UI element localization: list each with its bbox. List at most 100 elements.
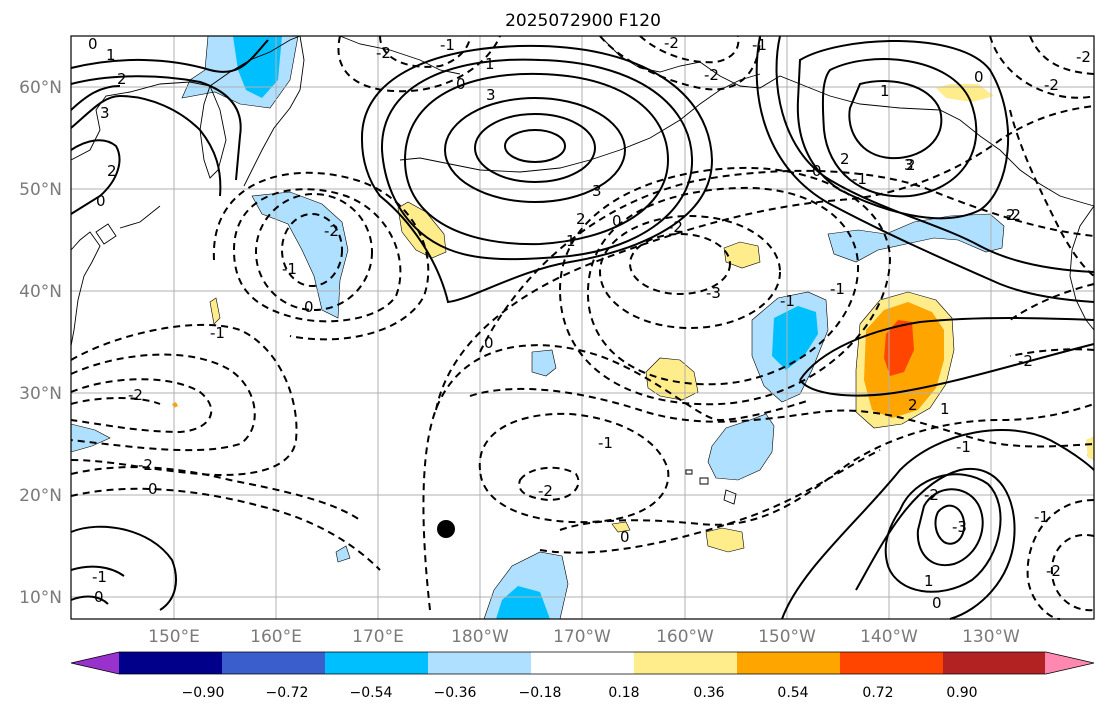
contour-line [989, 35, 1095, 99]
contour-line [884, 473, 1002, 593]
contour-line [70, 85, 121, 215]
colorbar-tick-label: −0.18 [519, 685, 562, 701]
contour-label: -1 [598, 434, 613, 452]
contour-label: 2 [906, 156, 916, 174]
contour-label: -2 [1018, 352, 1033, 370]
contour-label: 0 [94, 588, 104, 606]
contour-line [435, 105, 1095, 411]
colorbar-tick-label: 0.54 [777, 685, 808, 701]
contour-label: -2 [704, 66, 719, 84]
contour-label: -3 [952, 518, 967, 536]
shade-yellow-patch [705, 527, 745, 553]
contour-label: 0 [612, 212, 622, 230]
lon-tick-label: 170°E [352, 627, 404, 647]
contour-label: -2 [138, 456, 153, 474]
contour-line [479, 169, 1095, 353]
contour-label: -1 [780, 292, 795, 310]
contour-line [629, 233, 731, 295]
lat-tick-label: 60°N [19, 78, 62, 98]
shade-blue-patch [251, 191, 349, 319]
contour-line [639, 35, 740, 64]
lat-tick-label: 20°N [19, 486, 62, 506]
shade-yellow-patch [1086, 436, 1094, 460]
contour-label: -2 [324, 222, 339, 240]
lat-axis: 60°N 50°N 40°N 30°N 20°N 10°N [19, 78, 62, 608]
contour-label: 0 [484, 334, 494, 352]
contour-label: 1 [106, 46, 116, 64]
colorbar-tick-label: −0.36 [434, 685, 477, 701]
contour-label: 3 [592, 182, 602, 200]
contour-line [444, 97, 626, 203]
coastline-kurils-japan [70, 205, 161, 347]
lat-tick-label: 10°N [19, 588, 62, 608]
colorbar-tick-label: −0.54 [350, 685, 393, 701]
contour-label: -3 [706, 284, 721, 302]
contour-labels: 0 1 2 3 2 0 1 0 -1 -2 3 0 1 2 3 0 -2 -2 … [88, 34, 1091, 612]
contour-line [70, 323, 298, 476]
coastline-aleutians [399, 73, 761, 173]
contour-label: -2 [128, 386, 143, 404]
lon-tick-label: 150°E [148, 627, 200, 647]
contour-line [403, 72, 670, 246]
contour-line [255, 193, 373, 311]
contour-label: 0 [96, 192, 106, 210]
contour-label: -1 [92, 568, 107, 586]
contour-label: 3 [486, 86, 496, 104]
colorbar-segment [943, 652, 1047, 674]
contour-label: 0 [88, 35, 98, 53]
contour-line [70, 75, 242, 181]
contour-label: -2 [664, 34, 679, 52]
shade-blue-patch [335, 545, 351, 563]
contour-label: -2 [376, 44, 391, 62]
contour-line [504, 129, 566, 163]
contour-line [1026, 499, 1095, 620]
colorbar-tick-label: −0.72 [266, 685, 309, 701]
coastline-north-asia [243, 35, 305, 187]
contour-label: 3 [904, 156, 914, 174]
contour-line [379, 35, 471, 68]
contour-line [70, 378, 213, 434]
colorbar-outline [70, 651, 1095, 675]
contour-label: 0 [812, 162, 822, 180]
shade-yellow-patch [397, 201, 447, 259]
shade-blue-patch [531, 349, 557, 377]
map-frame [70, 35, 1095, 620]
contour-label: 0 [456, 75, 466, 93]
contour-label: 3 [100, 104, 110, 122]
contour-line [70, 94, 222, 197]
colorbar-segment [222, 652, 326, 674]
contour-label: -1 [752, 36, 767, 54]
colorbar [70, 651, 1095, 675]
contour-label: 1 [880, 82, 890, 100]
contour-line [558, 166, 892, 406]
contour-line [70, 39, 269, 73]
contour-label: 2 [107, 162, 117, 180]
colorbar-segment [428, 652, 532, 674]
contour-label: 0 [148, 480, 158, 498]
contour-line [70, 397, 361, 521]
lon-tick-label: 140°W [860, 627, 918, 647]
colorbar-tick-label: −0.90 [182, 685, 225, 701]
contour-label: 0 [974, 68, 984, 86]
colorbar-tick-label: 0.36 [693, 685, 724, 701]
contour-line [559, 403, 1095, 531]
contour-label: 1 [566, 232, 576, 250]
lon-axis: 150°E 160°E 170°E 180°W 170°W 160°W 150°… [148, 627, 1020, 647]
colorbar-segment [325, 652, 429, 674]
colorbar-tick-label: 0.18 [608, 685, 639, 701]
contour-label: 2 [576, 210, 586, 228]
contour-label: -1 [210, 324, 225, 342]
contour-line [934, 504, 966, 545]
plot-title: 2025072900 F120 [505, 11, 661, 31]
shade-cyan-patch [772, 306, 818, 370]
contour-label: -1 [440, 36, 455, 54]
contour-label: 1 [940, 400, 950, 418]
contour-label: -2 [1046, 562, 1061, 580]
shade-yellow-patch [723, 241, 761, 269]
contour-line [755, 35, 1095, 303]
contour-label: 1 [924, 572, 934, 590]
contour-line [1029, 35, 1095, 75]
colorbar-segment [840, 652, 944, 674]
contour-line [1009, 109, 1095, 277]
contour-line [916, 488, 984, 567]
